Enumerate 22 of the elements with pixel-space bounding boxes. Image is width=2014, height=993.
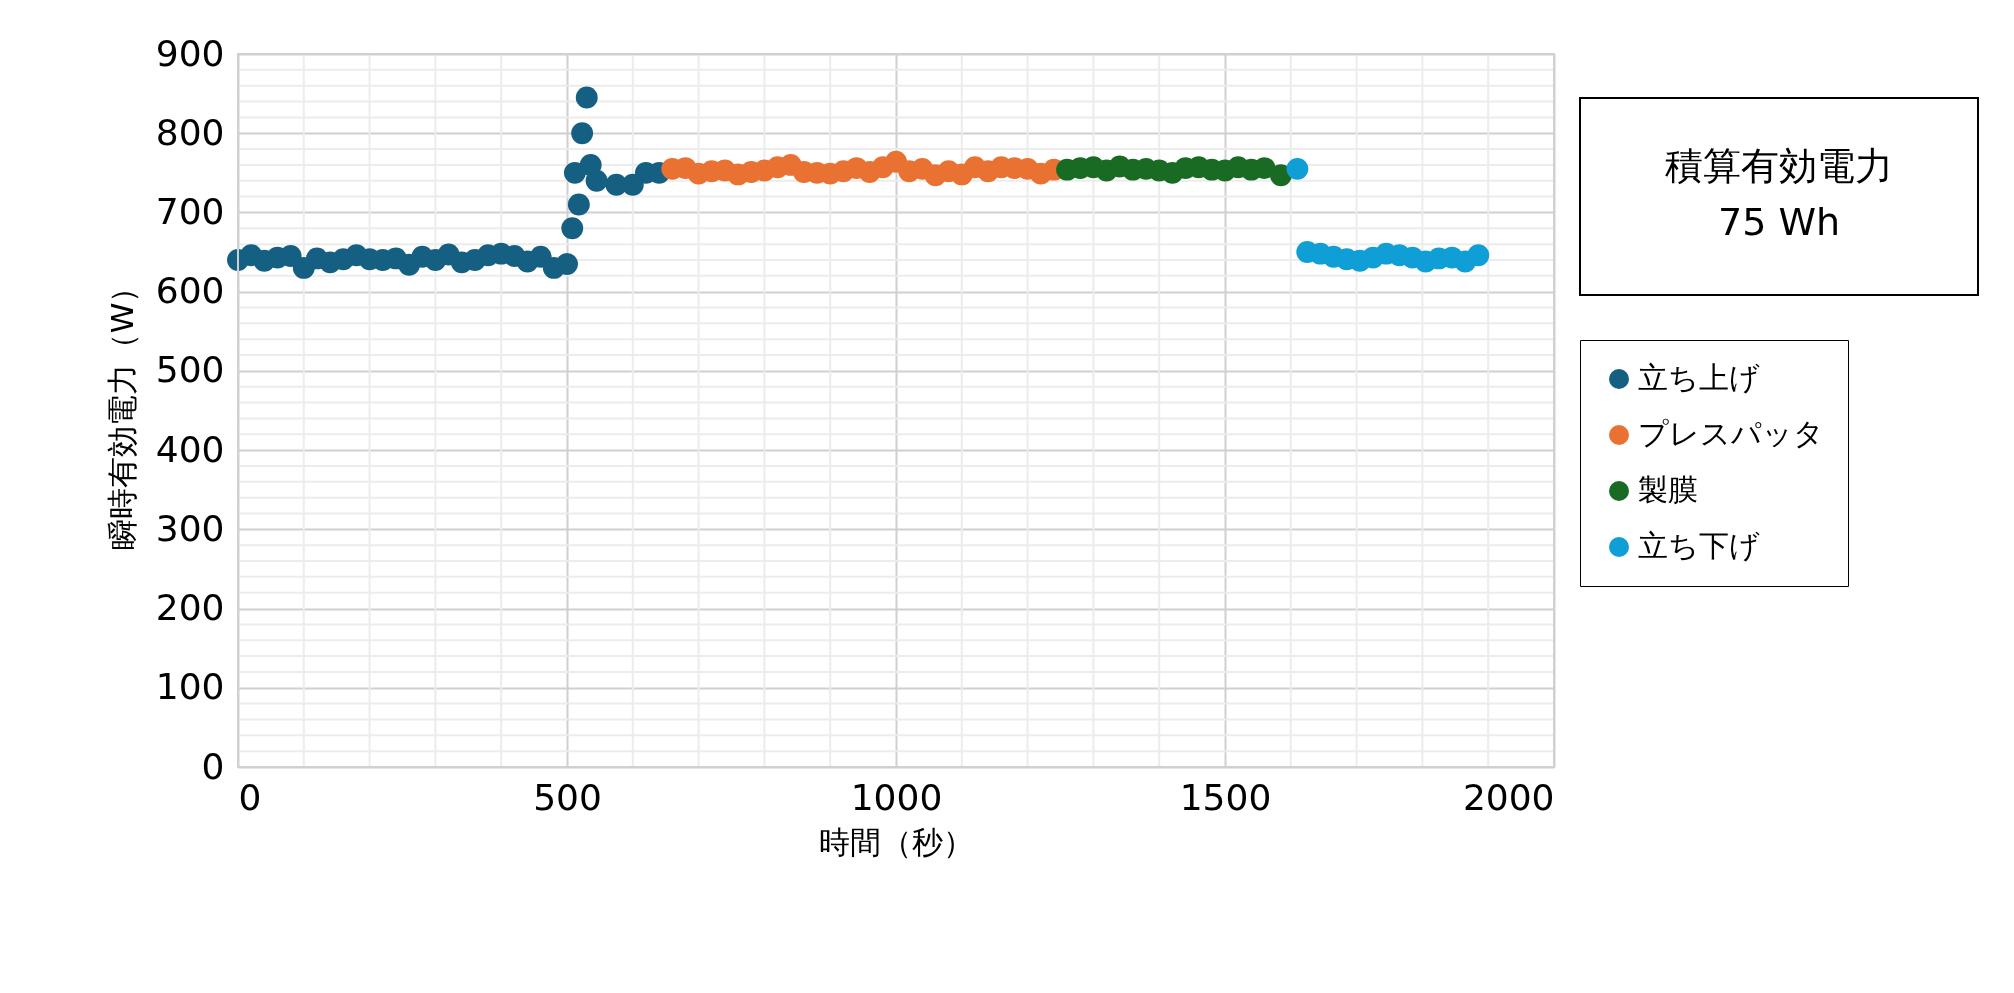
legend-label: 製膜 bbox=[1638, 472, 1698, 507]
y-tick-label: 600 bbox=[155, 270, 225, 312]
y-tick-label: 400 bbox=[155, 428, 225, 470]
y-axis-title: 瞬時有効電力（W） bbox=[103, 271, 140, 551]
text: 積算有効電力 75 Wh bbox=[1665, 144, 1893, 244]
legend-label: プレスパッタ bbox=[1638, 416, 1824, 451]
y-tick-label: 0 bbox=[201, 745, 225, 787]
x-tick-label: 0 bbox=[238, 776, 262, 818]
y-tick-label: 200 bbox=[155, 587, 225, 629]
y-tick-label: 900 bbox=[155, 32, 225, 74]
y-tick-label: 700 bbox=[155, 190, 225, 232]
legend-label: 立ち下げ bbox=[1638, 528, 1760, 563]
y-tick-label: 300 bbox=[155, 507, 225, 549]
x-tick-label: 2000 bbox=[1462, 776, 1555, 818]
x-axis-title: 時間（秒） bbox=[819, 823, 974, 860]
x-tick-label: 1000 bbox=[850, 776, 943, 818]
y-tick-label: 100 bbox=[155, 666, 225, 708]
x-tick-label: 1500 bbox=[1179, 776, 1272, 818]
y-tick-label: 500 bbox=[155, 349, 225, 391]
y-tick-label: 800 bbox=[155, 111, 225, 153]
x-tick-label: 500 bbox=[533, 776, 602, 818]
legend-label: 立ち上げ bbox=[1638, 360, 1760, 395]
